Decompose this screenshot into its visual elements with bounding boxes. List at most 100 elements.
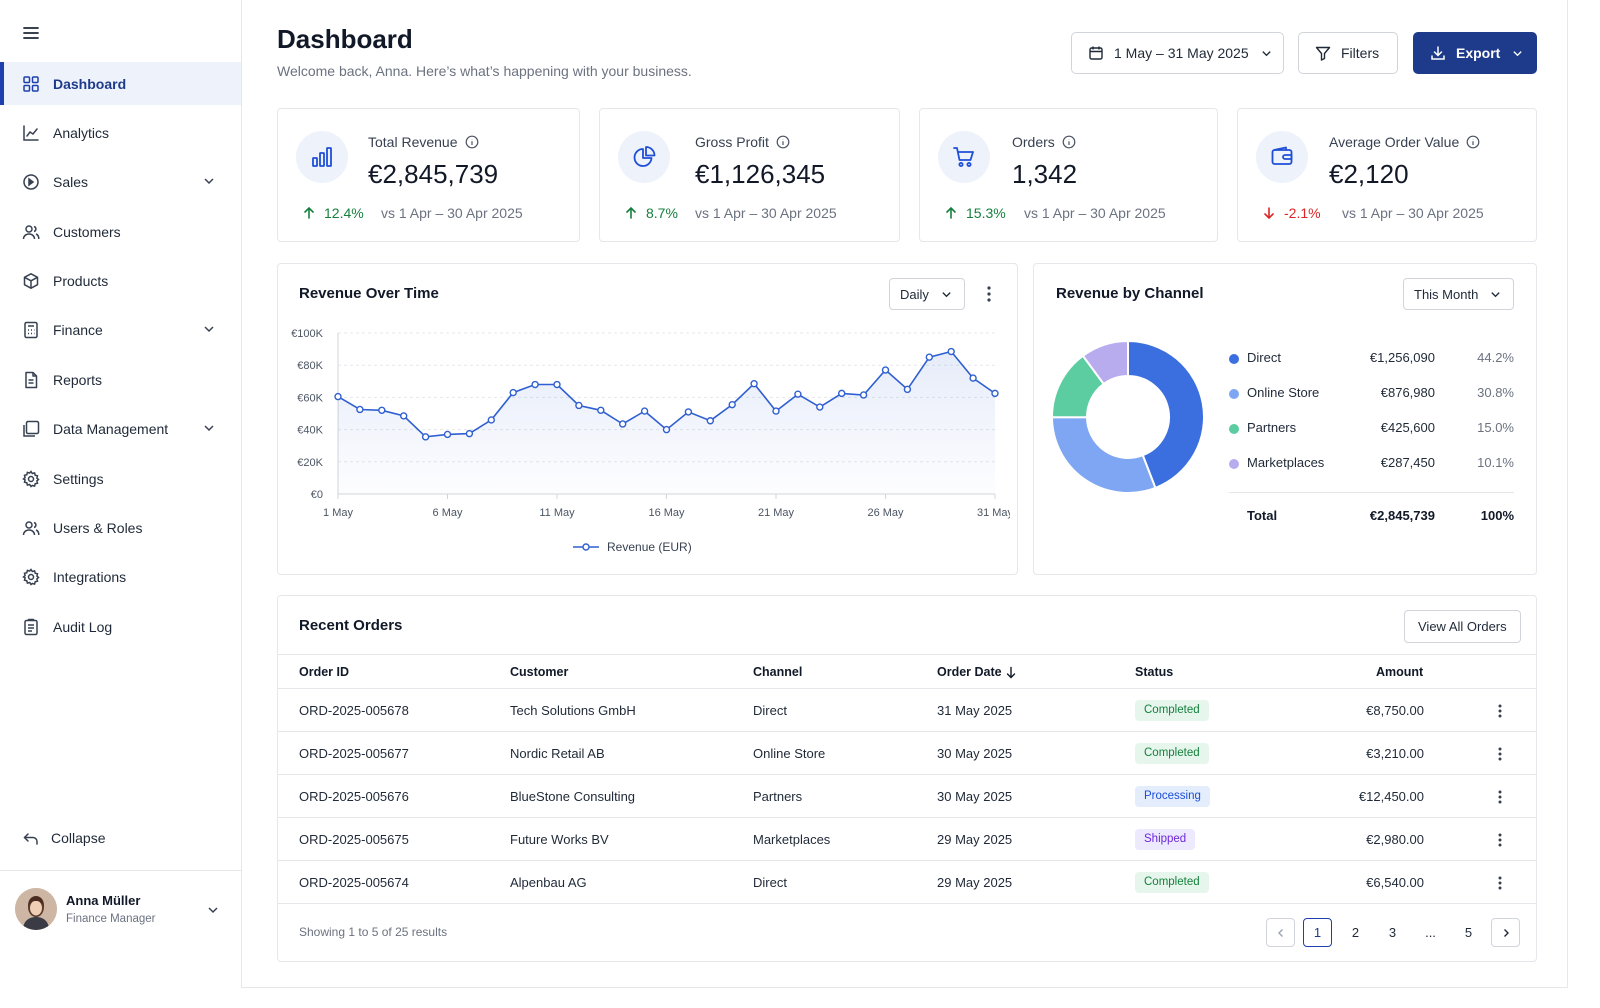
line-chart-icon: [22, 124, 40, 142]
info-icon[interactable]: [776, 135, 790, 149]
data-point[interactable]: [399, 412, 408, 420]
export-button[interactable]: Export: [1413, 32, 1537, 74]
sidebar-item-integrations[interactable]: Integrations: [0, 556, 241, 599]
sidebar-item-sales[interactable]: Sales: [0, 161, 241, 204]
data-point[interactable]: [509, 388, 517, 397]
data-point[interactable]: [816, 403, 824, 411]
row-more-options-icon[interactable]: [1493, 787, 1507, 807]
column-header-channel[interactable]: Channel: [753, 665, 803, 679]
data-point[interactable]: [750, 380, 758, 388]
user-profile[interactable]: Anna Müller Finance Manager: [0, 870, 241, 988]
chevron-down-icon[interactable]: [203, 323, 215, 335]
kpi-value: €2,845,739: [368, 159, 499, 189]
data-point[interactable]: [925, 353, 933, 361]
table-row[interactable]: ORD-2025-005678 Tech Solutions GmbH Dire…: [278, 689, 1536, 732]
data-point[interactable]: [794, 390, 802, 398]
date-range-picker[interactable]: 1 May – 31 May 2025: [1071, 32, 1284, 74]
data-point[interactable]: [553, 380, 561, 389]
row-more-options-icon[interactable]: [1493, 701, 1507, 721]
view-all-orders-button[interactable]: View All Orders: [1404, 610, 1521, 643]
channel-period-value: This Month: [1414, 286, 1479, 302]
data-point[interactable]: [947, 347, 955, 356]
page-button-1[interactable]: 1: [1303, 918, 1332, 947]
sidebar-item-settings[interactable]: Settings: [0, 457, 241, 500]
previous-page-button[interactable]: [1266, 918, 1295, 947]
column-header-customer[interactable]: Customer: [510, 665, 569, 679]
donut-slice-online-store[interactable]: [1050, 416, 1157, 495]
data-point[interactable]: [903, 385, 912, 394]
data-point[interactable]: [640, 407, 649, 415]
period-select[interactable]: Daily: [889, 278, 965, 310]
data-point[interactable]: [859, 391, 868, 399]
data-point[interactable]: [991, 389, 999, 398]
kpi-card-total-revenue: Total Revenue €2,845,739 12.4% vs 1 Apr …: [277, 108, 580, 242]
table-row[interactable]: ORD-2025-005676 BlueStone Consulting Par…: [278, 775, 1536, 818]
x-tick-label: 6 May: [433, 507, 463, 519]
table-row[interactable]: ORD-2025-005675 Future Works BV Marketpl…: [278, 818, 1536, 861]
chevron-right-icon: [1503, 928, 1509, 937]
column-header-order-date[interactable]: Order Date: [937, 665, 1002, 679]
kpi-comparison: vs 1 Apr – 30 Apr 2025: [1342, 205, 1484, 221]
donut-slice-direct[interactable]: [1127, 339, 1206, 490]
kpi-value: 1,342: [1012, 159, 1078, 189]
data-point[interactable]: [881, 366, 890, 374]
chevron-down-icon[interactable]: [203, 422, 215, 434]
next-page-button[interactable]: [1491, 918, 1520, 947]
order-amount: €8,750.00: [1366, 703, 1424, 718]
data-point[interactable]: [421, 433, 430, 441]
sidebar-item-products[interactable]: Products: [0, 260, 241, 303]
row-more-options-icon[interactable]: [1493, 873, 1507, 893]
chevron-down-icon[interactable]: [203, 175, 215, 187]
recent-orders-panel: [277, 595, 1537, 962]
table-row[interactable]: ORD-2025-005674 Alpenbau AG Direct 29 Ma…: [278, 861, 1536, 904]
hamburger-menu-icon[interactable]: [22, 24, 40, 42]
more-options-icon[interactable]: [981, 284, 997, 304]
filters-button[interactable]: Filters: [1298, 32, 1398, 74]
row-more-options-icon[interactable]: [1493, 830, 1507, 850]
order-channel: Marketplaces: [753, 832, 831, 847]
chevron-down-icon[interactable]: [207, 904, 219, 916]
data-point[interactable]: [706, 417, 714, 425]
page-button-3[interactable]: 3: [1388, 925, 1397, 940]
sidebar-item-finance[interactable]: Finance: [0, 309, 241, 352]
data-point[interactable]: [597, 406, 605, 414]
kpi-comparison: vs 1 Apr – 30 Apr 2025: [381, 205, 523, 221]
data-point[interactable]: [619, 420, 627, 428]
data-point[interactable]: [728, 400, 736, 409]
sidebar-item-users-roles[interactable]: Users & Roles: [0, 507, 241, 550]
info-icon[interactable]: [465, 135, 479, 149]
data-point[interactable]: [838, 389, 846, 398]
sidebar-item-data-management[interactable]: Data Management: [0, 408, 241, 451]
info-icon[interactable]: [1466, 135, 1480, 149]
data-point[interactable]: [378, 406, 386, 414]
sidebar-item-dashboard[interactable]: Dashboard: [0, 62, 241, 105]
data-point[interactable]: [772, 407, 780, 415]
data-point[interactable]: [575, 401, 583, 410]
data-point[interactable]: [443, 430, 452, 439]
channel-period-select[interactable]: This Month: [1403, 278, 1514, 310]
info-icon[interactable]: [1062, 135, 1076, 149]
donut-slice-marketplaces[interactable]: [1081, 339, 1129, 386]
data-point[interactable]: [684, 408, 693, 416]
collapse-button[interactable]: Collapse: [22, 829, 105, 847]
page-button-5[interactable]: 5: [1464, 925, 1473, 940]
column-header-order-id[interactable]: Order ID: [299, 665, 350, 679]
sort-arrow-down-icon[interactable]: [1005, 666, 1017, 679]
sidebar-item-analytics[interactable]: Analytics: [0, 111, 241, 154]
page-button-2[interactable]: 2: [1351, 925, 1360, 940]
column-header-amount[interactable]: Amount: [1376, 665, 1424, 679]
sidebar-item-reports[interactable]: Reports: [0, 358, 241, 401]
data-point[interactable]: [356, 405, 364, 414]
data-point[interactable]: [334, 392, 342, 401]
channel-pct: 30.8%: [1477, 385, 1514, 400]
data-point[interactable]: [662, 425, 671, 434]
sidebar-item-audit-log[interactable]: Audit Log: [0, 605, 241, 648]
column-header-status[interactable]: Status: [1135, 665, 1174, 679]
sidebar-item-customers[interactable]: Customers: [0, 210, 241, 253]
data-point[interactable]: [465, 429, 474, 438]
data-point[interactable]: [531, 380, 539, 389]
data-point[interactable]: [969, 374, 977, 382]
row-more-options-icon[interactable]: [1493, 744, 1507, 764]
data-point[interactable]: [487, 416, 496, 424]
table-row[interactable]: ORD-2025-005677 Nordic Retail AB Online …: [278, 732, 1536, 775]
